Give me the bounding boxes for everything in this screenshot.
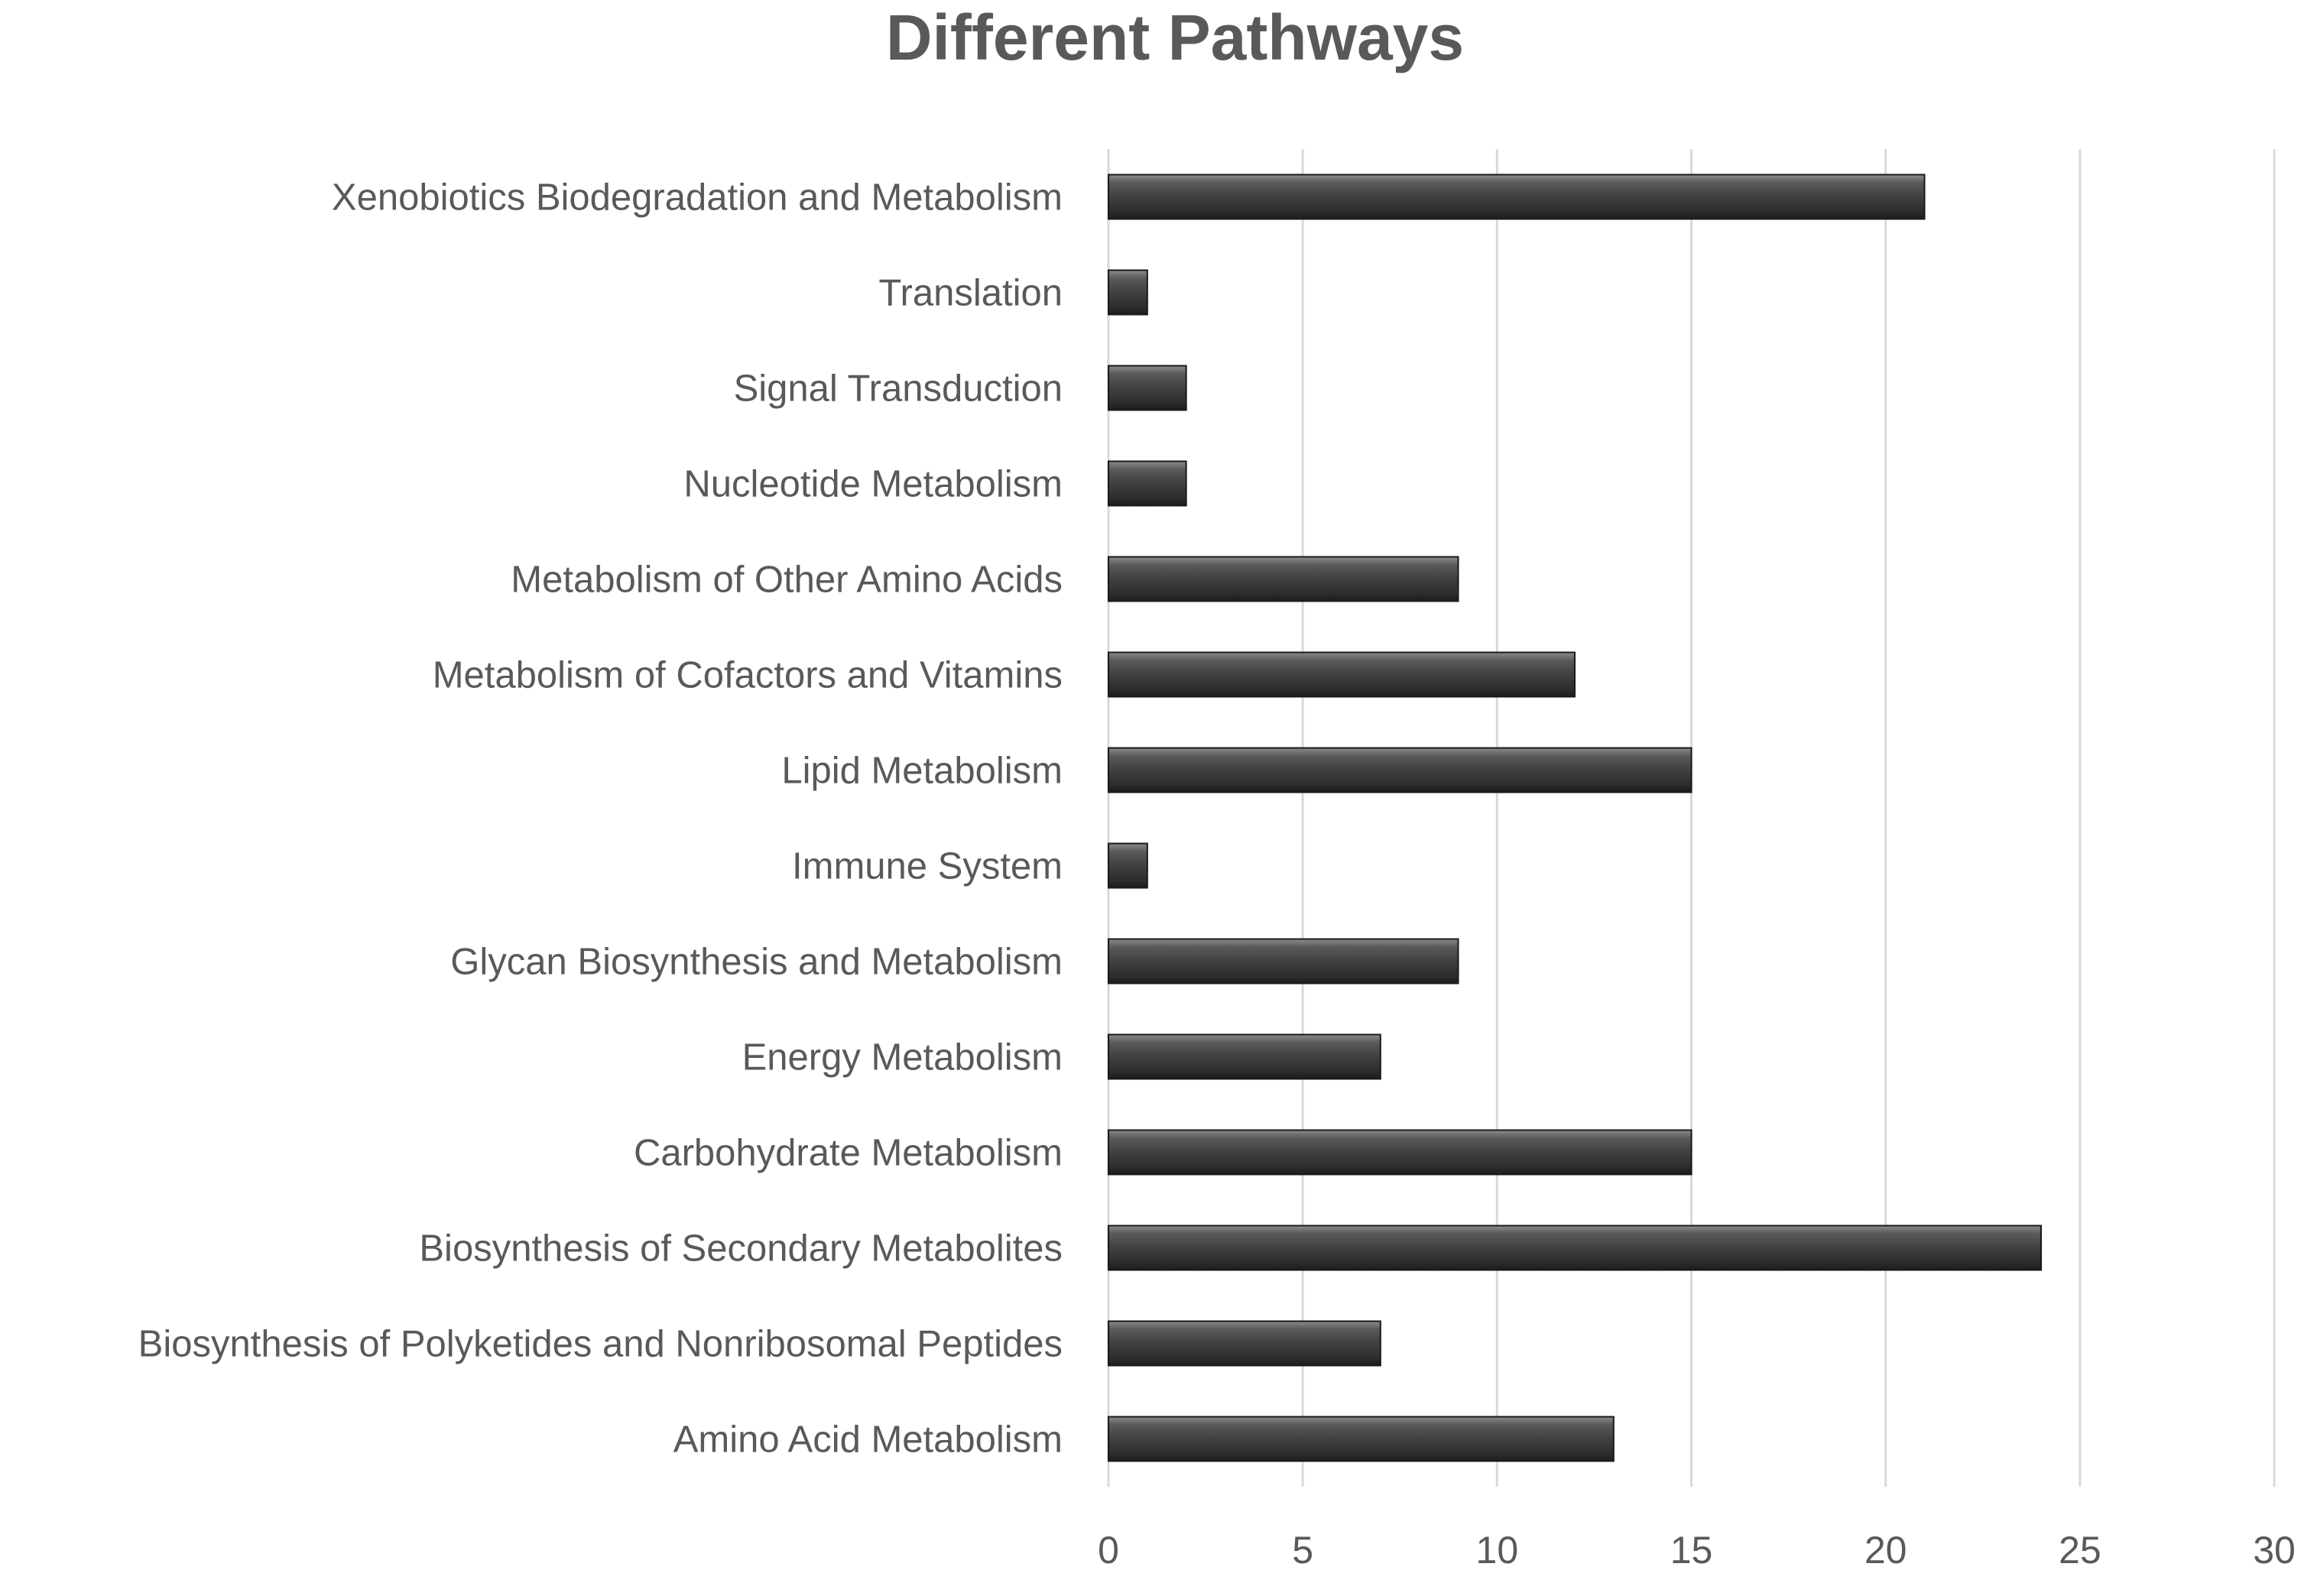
x-tick-label: 20	[1865, 1529, 1907, 1572]
category-label: Xenobiotics Biodegradation and Metabolis…	[332, 177, 1063, 219]
bar	[1108, 747, 1692, 793]
category-label: Signal Transduction	[734, 368, 1063, 410]
bar	[1108, 556, 1459, 602]
category-label: Nucleotide Metabolism	[683, 464, 1063, 505]
category-label: Biosynthesis of Secondary Metabolites	[419, 1228, 1063, 1270]
bar	[1108, 938, 1459, 985]
category-label: Lipid Metabolism	[781, 751, 1063, 792]
x-tick-label: 10	[1476, 1529, 1519, 1572]
bar	[1108, 1225, 2042, 1271]
bar	[1108, 269, 1148, 316]
x-tick-label: 5	[1292, 1529, 1313, 1572]
category-label: Metabolism of Cofactors and Vitamins	[433, 655, 1063, 696]
x-tick-label: 15	[1670, 1529, 1713, 1572]
bar	[1108, 174, 1926, 220]
bar	[1108, 1033, 1381, 1080]
bar	[1108, 460, 1187, 507]
x-tick-label: 0	[1098, 1529, 1119, 1572]
chart-title: Different Pathways	[886, 2, 1464, 73]
x-tick-labels: 0 5 10 15 20 25 30	[1098, 1529, 2296, 1572]
bar	[1108, 365, 1187, 411]
category-label: Glycan Biosynthesis and Metabolism	[450, 942, 1063, 983]
gridlines	[1107, 149, 2276, 1487]
x-tick-label: 25	[2059, 1529, 2101, 1572]
category-label: Carbohydrate Metabolism	[634, 1133, 1063, 1174]
bar	[1108, 1416, 1615, 1462]
category-label: Translation	[878, 273, 1063, 314]
bar	[1108, 651, 1576, 698]
bars	[1108, 174, 2042, 1462]
x-tick-label: 30	[2253, 1529, 2296, 1572]
category-label: Biosynthesis of Polyketides and Nonribos…	[138, 1324, 1063, 1365]
category-label: Immune System	[792, 846, 1063, 887]
category-label: Amino Acid Metabolism	[673, 1419, 1063, 1461]
bar	[1108, 1320, 1381, 1367]
category-labels: Amino Acid Metabolism Biosynthesis of Pol…	[138, 177, 1063, 1461]
bar	[1108, 842, 1148, 889]
category-label: Energy Metabolism	[742, 1037, 1063, 1079]
category-label: Metabolism of Other Amino Acids	[511, 560, 1063, 601]
bar	[1108, 1129, 1692, 1176]
